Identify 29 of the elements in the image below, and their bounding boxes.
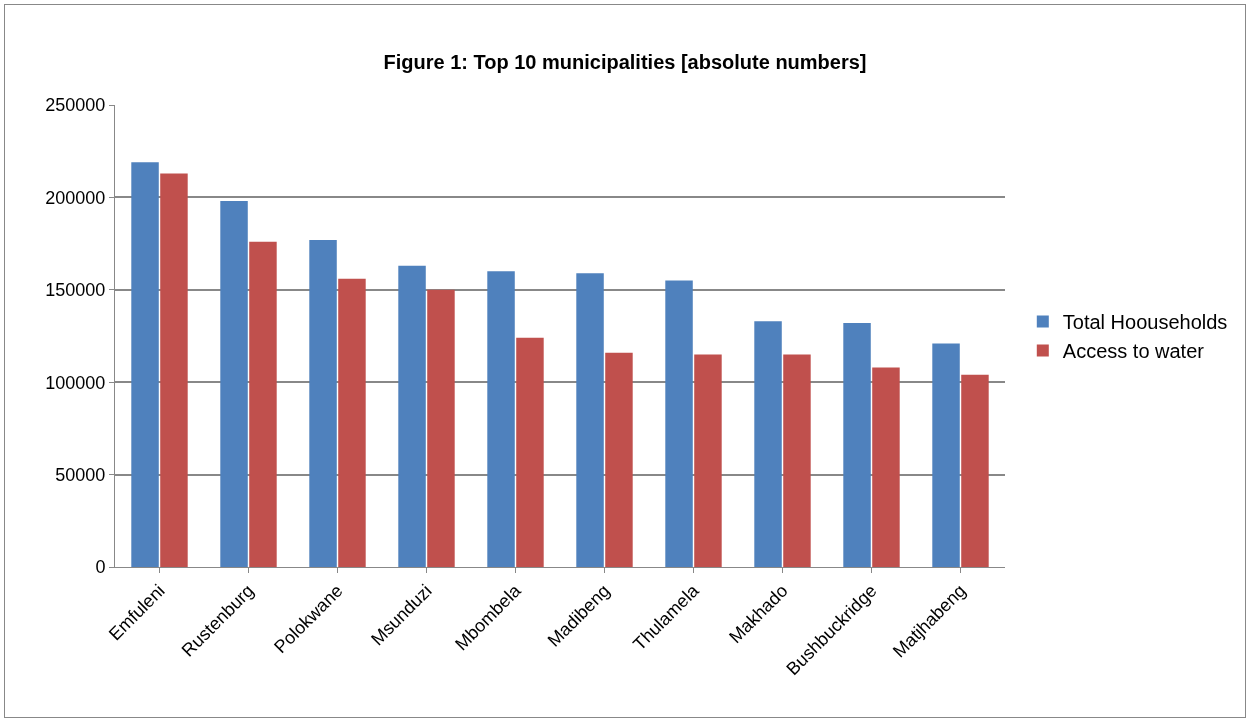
y-tick-label: 50000 <box>55 464 106 485</box>
bar <box>605 352 633 567</box>
y-tick-label: 0 <box>95 557 106 578</box>
bar <box>932 343 960 567</box>
bar <box>249 241 277 567</box>
bar <box>754 321 782 567</box>
y-tick-label: 100000 <box>45 372 106 393</box>
y-tick-label: 150000 <box>45 280 106 301</box>
bar <box>160 173 188 567</box>
bar <box>694 354 722 567</box>
bar <box>961 374 989 567</box>
bar <box>576 273 604 567</box>
bar <box>398 265 426 567</box>
y-tick-label: 200000 <box>45 187 106 208</box>
bar <box>309 239 337 567</box>
bar <box>427 289 455 567</box>
bar <box>338 278 366 567</box>
bar <box>843 323 871 567</box>
bar <box>665 280 693 567</box>
bar <box>516 337 544 567</box>
chart-title: Figure 1: Top 10 municipalities [absolute numbers] <box>383 50 867 73</box>
bar <box>783 354 811 567</box>
y-tick-label: 250000 <box>45 95 106 116</box>
bar <box>220 201 248 567</box>
bar <box>487 271 515 567</box>
legend-label: Access to water <box>1062 340 1205 363</box>
legend-label: Total Hoouseholds <box>1062 311 1228 334</box>
bar <box>872 367 900 567</box>
bar <box>131 162 159 567</box>
